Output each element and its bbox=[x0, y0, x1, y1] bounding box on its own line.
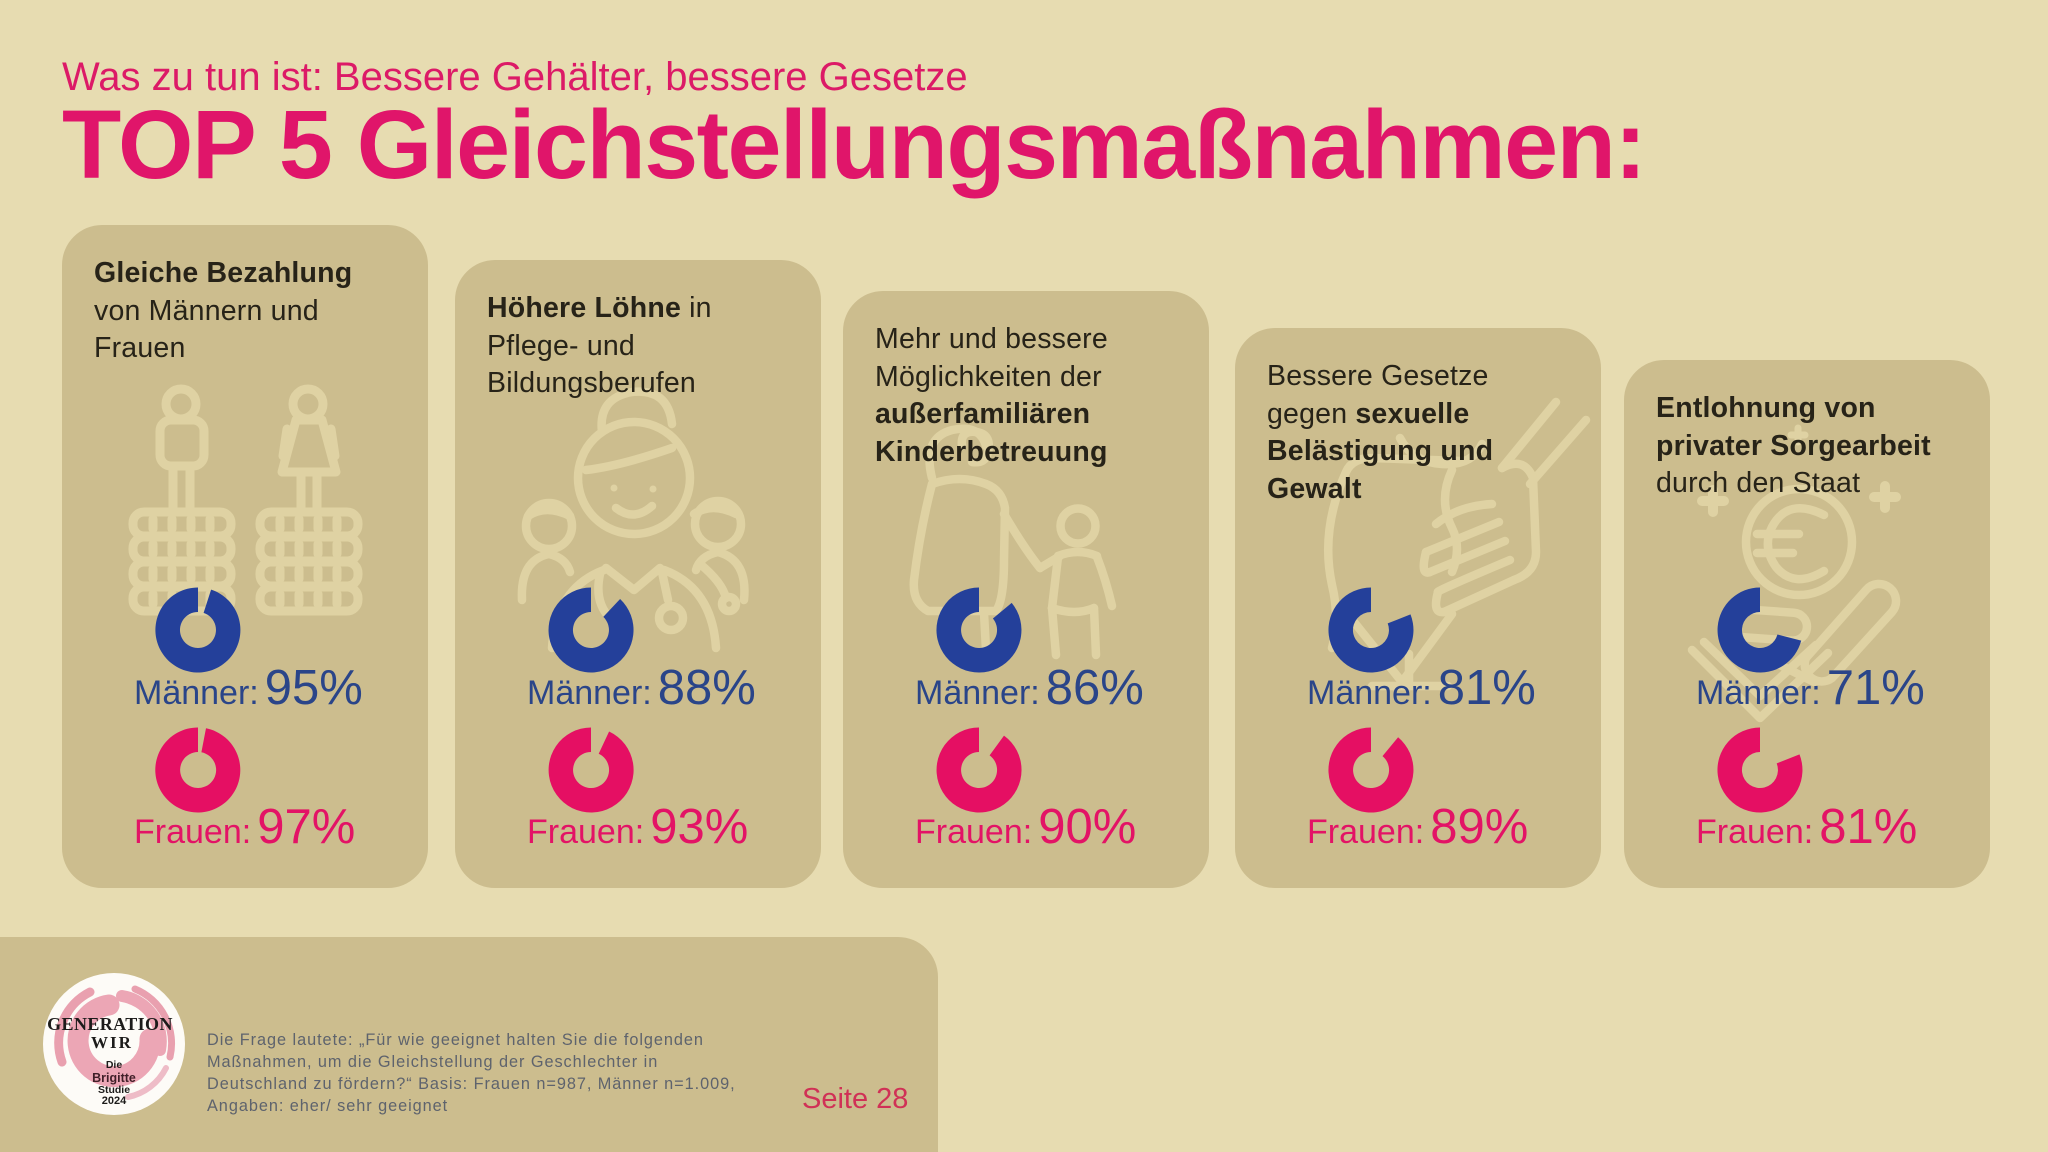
svg-text:WIR: WIR bbox=[91, 1033, 133, 1052]
svg-text:Die: Die bbox=[106, 1059, 123, 1071]
svg-text:GENERATION: GENERATION bbox=[47, 1014, 173, 1034]
svg-text:Brigitte: Brigitte bbox=[92, 1071, 136, 1085]
svg-text:Studie: Studie bbox=[98, 1084, 130, 1096]
svg-text:2024: 2024 bbox=[102, 1095, 127, 1107]
